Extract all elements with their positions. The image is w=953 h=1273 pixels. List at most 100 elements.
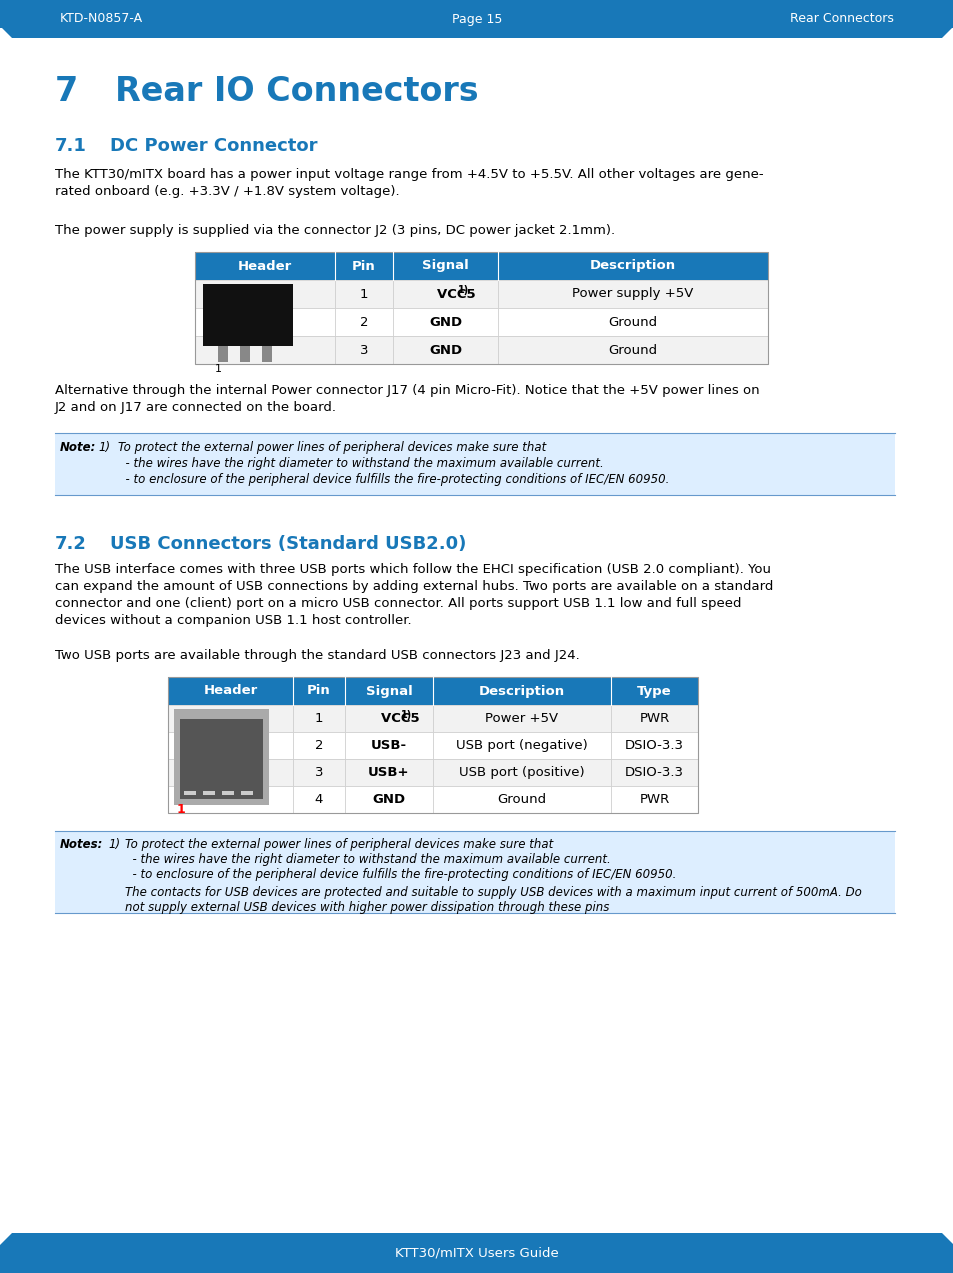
Bar [293,785,345,813]
Bar [393,280,497,308]
Text: Power supply +5V: Power supply +5V [572,288,693,300]
Text: DSIO-3.3: DSIO-3.3 [624,766,683,779]
Text: Pin: Pin [352,260,375,272]
Bar [345,759,433,785]
Text: Ground: Ground [497,793,546,806]
Bar [168,677,698,813]
Text: 3: 3 [314,766,323,779]
Text: GND: GND [429,344,461,356]
Bar [241,791,253,796]
Bar [393,308,497,336]
Text: - to enclosure of the peripheral device fulfills the fire-protecting conditions : - to enclosure of the peripheral device … [125,868,676,881]
Text: Note:: Note: [60,440,96,454]
Bar [433,785,610,813]
Text: USB+: USB+ [368,766,410,779]
Bar [293,759,345,785]
Text: Page 15: Page 15 [452,13,501,25]
Bar [293,705,345,732]
Text: Description: Description [589,260,676,272]
Bar [610,705,698,732]
Text: Rear IO Connectors: Rear IO Connectors [115,75,478,108]
Bar [194,252,767,364]
Bar [55,433,894,495]
Bar [168,759,293,785]
Bar [335,308,393,336]
Text: - the wires have the right diameter to withstand the maximum available current.: - the wires have the right diameter to w… [125,853,610,866]
Text: Header: Header [237,260,292,272]
Text: Pin: Pin [307,685,331,698]
Bar [433,732,610,759]
Bar [240,346,250,362]
Text: Type: Type [637,685,671,698]
Text: USB port (positive): USB port (positive) [458,766,584,779]
Bar [497,336,767,364]
Bar [497,252,767,280]
Bar [433,705,610,732]
Bar [293,677,345,705]
Text: Two USB ports are available through the standard USB connectors J23 and J24.: Two USB ports are available through the … [55,649,579,662]
Bar [168,785,293,813]
Bar [335,252,393,280]
Text: can expand the amount of USB connections by adding external hubs. Two ports are : can expand the amount of USB connections… [55,580,773,593]
Text: Description: Description [478,685,564,698]
Bar [0,0,953,28]
Text: VCC5: VCC5 [437,288,480,300]
Text: To protect the external power lines of peripheral devices make sure that: To protect the external power lines of p… [118,440,546,454]
Text: not supply external USB devices with higher power dissipation through these pins: not supply external USB devices with hig… [125,901,609,914]
Text: - to enclosure of the peripheral device fulfills the fire-protecting conditions : - to enclosure of the peripheral device … [118,474,669,486]
Text: The power supply is supplied via the connector J2 (3 pins, DC power jacket 2.1mm: The power supply is supplied via the con… [55,224,615,237]
Polygon shape [0,0,953,38]
Bar [184,791,195,796]
Text: - the wires have the right diameter to withstand the maximum available current.: - the wires have the right diameter to w… [118,457,603,470]
Text: 1): 1) [400,709,412,719]
Text: J2 and on J17 are connected on the board.: J2 and on J17 are connected on the board… [55,401,336,414]
Bar [335,280,393,308]
Bar [180,719,263,799]
Bar [345,732,433,759]
Bar [222,791,233,796]
Text: Power +5V: Power +5V [485,712,558,726]
Bar [433,759,610,785]
Text: KTT30/mITX Users Guide: KTT30/mITX Users Guide [395,1246,558,1259]
Bar [497,308,767,336]
Bar [194,336,335,364]
Text: connector and one (client) port on a micro USB connector. All ports support USB : connector and one (client) port on a mic… [55,597,740,610]
Text: 7.2: 7.2 [55,535,87,552]
Bar [55,831,894,913]
Text: GND: GND [429,316,461,328]
Bar [194,308,335,336]
Text: 7: 7 [55,75,78,108]
Text: Header: Header [203,685,257,698]
Text: To protect the external power lines of peripheral devices make sure that: To protect the external power lines of p… [125,838,553,850]
Text: Signal: Signal [365,685,412,698]
Bar [293,732,345,759]
Text: 1): 1) [108,838,120,850]
Bar [345,705,433,732]
Text: GND: GND [372,793,405,806]
Bar [497,280,767,308]
Text: KTD-N0857-A: KTD-N0857-A [60,13,143,25]
Bar [345,677,433,705]
Text: PWR: PWR [639,712,669,726]
Text: rated onboard (e.g. +3.3V / +1.8V system voltage).: rated onboard (e.g. +3.3V / +1.8V system… [55,185,399,199]
Bar [168,732,293,759]
Text: Signal: Signal [421,260,468,272]
Text: 1: 1 [314,712,323,726]
Text: VCC5: VCC5 [380,712,424,726]
Text: USB Connectors (Standard USB2.0): USB Connectors (Standard USB2.0) [110,535,466,552]
Bar [203,284,293,346]
Text: 1): 1) [98,440,110,454]
Bar [218,346,228,362]
Polygon shape [0,1234,953,1273]
Text: The contacts for USB devices are protected and suitable to supply USB devices wi: The contacts for USB devices are protect… [125,886,861,899]
Bar [335,336,393,364]
Bar [194,280,335,308]
Bar [173,709,269,805]
Text: 1): 1) [457,285,468,295]
Text: Rear Connectors: Rear Connectors [789,13,893,25]
Bar [433,677,610,705]
Text: Ground: Ground [608,344,657,356]
Text: USB port (negative): USB port (negative) [456,740,587,752]
Bar [194,252,335,280]
Text: The USB interface comes with three USB ports which follow the EHCI specification: The USB interface comes with three USB p… [55,563,770,575]
